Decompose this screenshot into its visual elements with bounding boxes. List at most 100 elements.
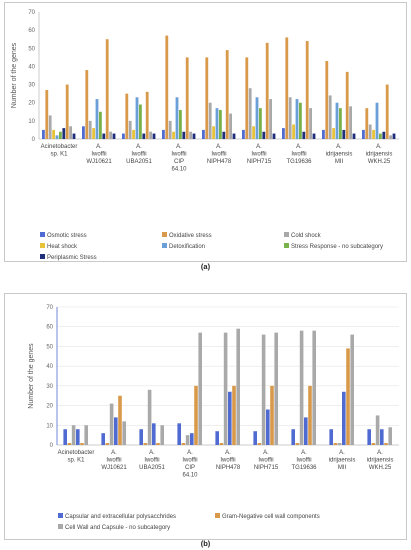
legend-swatch [162,243,167,248]
bar-cold [208,102,212,139]
x-tick-label: Iwoffii [251,152,266,158]
panel-a: 0 10 20 30 40 50 60 70 Number of the genes Acinet… [0,0,411,272]
x-tick-label: A. [336,144,342,150]
x-tick-label: A. [149,450,155,456]
x-tick-label: Acinetobacter [58,450,95,456]
legend-swatch [162,232,167,237]
bar-cold [48,115,52,139]
bar-oxidative-2 [65,84,69,139]
bar-detox [215,108,219,139]
bar-oxidative [165,35,169,140]
y-tick-label: 70 [46,305,53,311]
x-tick-label: Iwoffii [131,152,146,158]
bar-oxidative-2 [305,41,309,139]
legend-label: Detoxification [169,244,205,250]
bar-cold [88,120,92,139]
bar-oxidative [285,37,289,139]
bar-capsular-2 [190,433,194,445]
bar-gram-neg-1 [181,443,186,445]
x-tick-label: MII [335,159,344,165]
bar-periplasmic-2 [192,133,196,139]
legend-swatch [284,243,289,248]
panel-b-label: (b) [200,539,211,548]
x-tick-label: NIPH715 [254,465,279,471]
x-tick-label: A. [187,450,193,456]
y-tick-label: 20 [46,404,53,410]
bar-periplasmic-2 [272,133,276,139]
bar-gram-neg-2 [384,443,388,445]
bar-cold [168,120,172,139]
bar-heat [252,126,255,139]
x-tick-label: NIPH715 [247,159,272,165]
x-tick-label: Iwoffii [211,152,226,158]
bar-oxidative [365,108,369,139]
bar-cold-2 [349,106,352,139]
bar-stress [99,111,102,139]
x-tick-label: WJ10621 [86,159,112,165]
bar-detox [175,97,179,139]
bar-stress [379,133,382,139]
bar-cold-2 [189,131,192,139]
x-tick-label: TG19636 [286,159,312,165]
x-tick-label: Iwoffii [296,458,311,464]
x-tick-label: WKH.25 [369,465,392,471]
x-tick-label: A. [256,144,262,150]
bar-periplasmic [222,131,226,139]
y-tick-label: 40 [46,364,53,370]
x-tick-label: A. [377,450,383,456]
bar-oxidative [325,60,329,139]
legend-label: Capsular and extracellular polysacchride… [65,514,176,520]
bar-capsular-1 [367,429,371,445]
x-tick-label: Iwoffii [258,458,273,464]
x-tick-label: A. [136,144,142,150]
legend-swatch [40,254,45,259]
x-tick-label: TG19636 [291,465,317,471]
bar-capsular-1 [291,429,295,445]
chart-b-frame [4,293,407,540]
bar-detox [375,102,379,139]
legend-swatch [284,232,289,237]
bar-periplasmic-2 [352,133,356,139]
bar-stress [59,131,62,139]
x-tick-label: Iwoffii [106,458,121,464]
bar-oxidative-2 [185,57,189,139]
bar-heat [92,128,95,139]
bar-periplasmic [182,131,186,139]
bar-gram-neg-1 [333,443,338,445]
bar-capsular-2 [266,409,270,445]
legend-swatch [215,513,220,518]
x-tick-label: A. [263,450,269,456]
bar-capsular-1 [177,423,181,445]
bar-gram-neg-2 [156,443,160,445]
bar-oxidative-2 [345,71,349,139]
bar-periplasmic [62,128,66,139]
bar-periplasmic-2 [112,133,116,139]
bar-cellwall-1 [337,443,342,445]
x-tick-label: idrijaensis [326,152,353,158]
x-tick-label: Iwoffii [182,458,197,464]
bar-capsular-2 [114,417,118,445]
bar-osmotic [362,129,365,139]
bar-cellwall-1 [261,334,266,445]
bar-heat [372,129,375,139]
bar-cellwall-1 [71,425,76,445]
bar-heat [292,124,295,139]
x-tick-label: Iwoffii [220,458,235,464]
x-tick-label: UBA2051 [139,465,165,471]
bar-periplasmic [102,133,106,139]
x-tick-label: WJ10621 [101,465,127,471]
panel-a-label: (a) [200,262,211,271]
bar-periplasmic [262,131,266,139]
y-tick-label: 0 [32,137,36,143]
x-tick-label: idrijaensis [366,152,393,158]
bar-gram-neg-2 [80,443,84,445]
x-tick-label: Iwoffii [171,152,186,158]
bar-osmotic [82,126,85,139]
x-tick-label: idrijaensis [367,458,394,464]
bar-stress [259,108,262,139]
x-tick-label: Iwoffii [291,152,306,158]
bar-cold [128,120,132,139]
bar-cold [248,88,252,139]
x-tick-label: CIP [174,159,184,165]
legend-label: Osmotic stress [47,233,87,239]
